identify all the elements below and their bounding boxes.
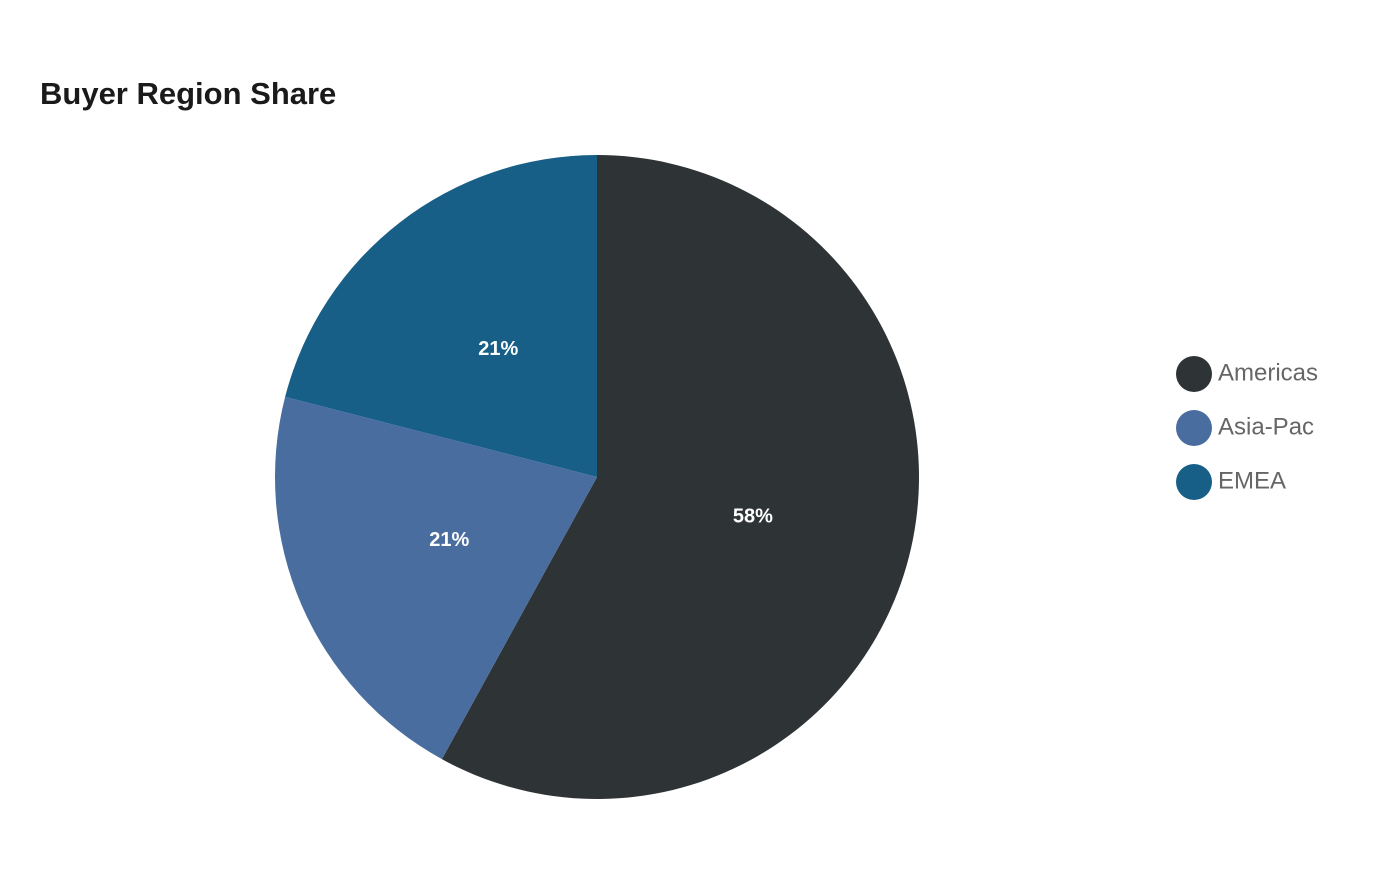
legend-label: Asia-Pac <box>1218 413 1314 440</box>
pie-slice <box>275 396 597 760</box>
data-label: 21% <box>429 529 469 551</box>
pie-slice <box>441 155 919 799</box>
pie-slice <box>285 155 597 477</box>
legend-swatch <box>1176 410 1212 446</box>
legend-swatch <box>1176 356 1212 392</box>
legend-swatch <box>1176 464 1212 500</box>
data-label: 58% <box>733 505 773 527</box>
chart-title: Buyer Region Share <box>40 76 336 111</box>
legend-label: Americas <box>1218 359 1318 386</box>
data-label: 21% <box>478 338 518 360</box>
legend-label: EMEA <box>1218 467 1286 494</box>
